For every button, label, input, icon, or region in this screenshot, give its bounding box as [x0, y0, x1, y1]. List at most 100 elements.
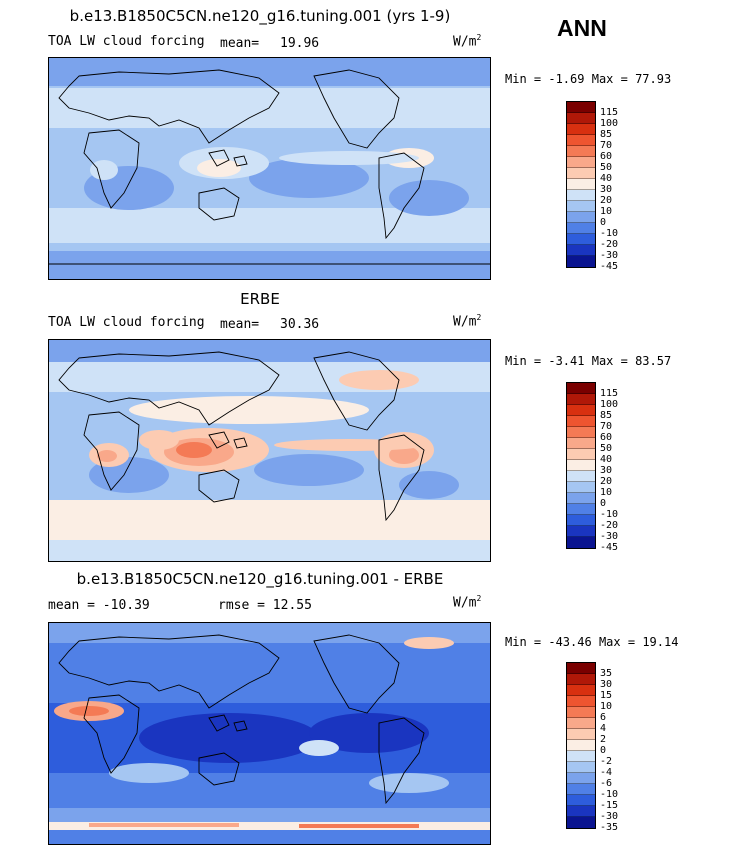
colorbar-tick-label: -20 [600, 520, 619, 531]
colorbar-swatch [567, 190, 595, 201]
colorbar-tick-label: 60 [600, 432, 613, 443]
colorbar-tick-label: 40 [600, 454, 613, 465]
colorbar-swatch [567, 113, 595, 124]
panel-1-map [48, 57, 491, 280]
colorbar-swatch [567, 102, 595, 113]
colorbar-swatch [567, 751, 595, 762]
panel-1-units: W/m2 [453, 33, 482, 50]
colorbar-tick-label: 70 [600, 140, 613, 151]
colorbar-swatch [567, 526, 595, 537]
panel-2-colorbar-swatches [566, 382, 596, 549]
colorbar-swatch [567, 212, 595, 223]
panel-2-colorbar-ticks: 115 100 85 70 60 50 40 30 20 10 0 -10 -20 -30 -45 [600, 388, 618, 553]
colorbar-swatch [567, 449, 595, 460]
colorbar-swatch [567, 245, 595, 256]
colorbar-tick-label: -45 [600, 261, 619, 272]
colorbar-swatch [567, 427, 595, 438]
colorbar-swatch [567, 135, 595, 146]
panel-2-minmax: Min = -3.41 Max = 83.57 [505, 354, 672, 368]
colorbar-swatch [567, 773, 595, 784]
colorbar-swatch [567, 493, 595, 504]
colorbar-swatch [567, 696, 595, 707]
colorbar-swatch [567, 515, 595, 526]
colorbar-swatch [567, 504, 595, 515]
colorbar-swatch [567, 707, 595, 718]
panel-3-map [48, 622, 491, 845]
panel-1-map-svg [49, 58, 490, 279]
panel-2-variable: TOA LW cloud forcing [48, 315, 205, 330]
colorbar-swatch [567, 383, 595, 394]
colorbar-swatch [567, 201, 595, 212]
panel-1-colorbar: 115 100 85 70 60 50 40 30 20 10 0 -10 -20 -30 -45 [566, 101, 618, 272]
colorbar-swatch [567, 179, 595, 190]
colorbar-tick-label: 6 [600, 712, 607, 723]
colorbar-tick-label: -4 [600, 767, 613, 778]
colorbar-tick-label: 100 [600, 118, 619, 129]
colorbar-swatch [567, 438, 595, 449]
colorbar-swatch [567, 168, 595, 179]
panel-3-title: b.e13.B1850C5CN.ne120_g16.tuning.001 - E… [76, 570, 444, 588]
colorbar-tick-label: -15 [600, 800, 619, 811]
colorbar-tick-label: 85 [600, 410, 613, 421]
panel-3-map-svg [49, 623, 490, 844]
colorbar-tick-label: 30 [600, 679, 613, 690]
colorbar-tick-label: 2 [600, 734, 607, 745]
panel-2-mean-value: 30.36 [280, 317, 320, 332]
colorbar-tick-label: 0 [600, 745, 607, 756]
panel-2-colorbar: 115 100 85 70 60 50 40 30 20 10 0 -10 -20 -30 -45 [566, 382, 618, 553]
colorbar-tick-label: 115 [600, 107, 619, 118]
colorbar-tick-label: 20 [600, 476, 613, 487]
panel-3-colorbar-swatches [566, 662, 596, 829]
colorbar-tick-label: 30 [600, 465, 613, 476]
colorbar-tick-label: -10 [600, 509, 619, 520]
colorbar-tick-label: 50 [600, 443, 613, 454]
colorbar-swatch [567, 817, 595, 828]
panel-2-units: W/m2 [453, 313, 482, 330]
panel-1-colorbar-swatches [566, 101, 596, 268]
colorbar-tick-label: -35 [600, 822, 619, 833]
colorbar-tick-label: -10 [600, 228, 619, 239]
colorbar-swatch [567, 663, 595, 674]
colorbar-swatch [567, 256, 595, 267]
colorbar-tick-label: -10 [600, 789, 619, 800]
colorbar-swatch [567, 234, 595, 245]
colorbar-tick-label: 10 [600, 701, 613, 712]
colorbar-tick-label: 35 [600, 668, 613, 679]
colorbar-swatch [567, 762, 595, 773]
colorbar-tick-label: -30 [600, 811, 619, 822]
season-label: ANN [557, 15, 607, 41]
colorbar-swatch [567, 537, 595, 548]
colorbar-tick-label: 30 [600, 184, 613, 195]
colorbar-tick-label: 85 [600, 129, 613, 140]
panel-2-mean-label: mean= [220, 317, 260, 332]
panel-3-minmax: Min = -43.46 Max = 19.14 [505, 635, 679, 649]
colorbar-swatch [567, 460, 595, 471]
panel-1-mean-value: 19.96 [280, 36, 320, 51]
colorbar-tick-label: 20 [600, 195, 613, 206]
panel-3-units: W/m2 [453, 594, 482, 611]
panel-2-map [48, 339, 491, 562]
colorbar-tick-label: -30 [600, 250, 619, 261]
colorbar-swatch [567, 718, 595, 729]
colorbar-swatch [567, 685, 595, 696]
colorbar-swatch [567, 482, 595, 493]
colorbar-tick-label: -20 [600, 239, 619, 250]
colorbar-tick-label: 0 [600, 217, 607, 228]
panel-1-mean-label: mean= [220, 36, 260, 51]
colorbar-swatch [567, 124, 595, 135]
colorbar-tick-label: 0 [600, 498, 607, 509]
panel-3-colorbar: 35 30 15 10 6 4 2 0 -2 -4 -6 -10 -15 -30 -35 [566, 662, 618, 833]
colorbar-swatch [567, 674, 595, 685]
panel-1-variable: TOA LW cloud forcing [48, 34, 205, 49]
panel-2-title: ERBE [240, 290, 280, 308]
colorbar-swatch [567, 795, 595, 806]
panel-1-title: b.e13.B1850C5CN.ne120_g16.tuning.001 (yr… [69, 7, 451, 25]
colorbar-tick-label: 10 [600, 206, 613, 217]
colorbar-tick-label: -6 [600, 778, 613, 789]
colorbar-tick-label: 4 [600, 723, 607, 734]
colorbar-swatch [567, 806, 595, 817]
colorbar-tick-label: -30 [600, 531, 619, 542]
colorbar-swatch [567, 740, 595, 751]
colorbar-swatch [567, 416, 595, 427]
colorbar-swatch [567, 405, 595, 416]
